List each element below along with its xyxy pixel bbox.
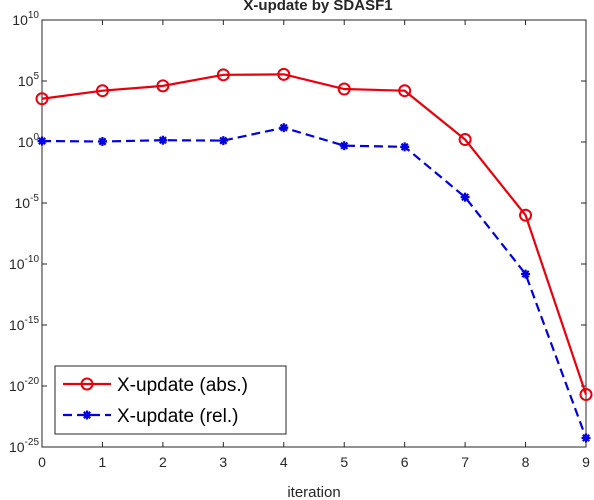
series-1-point [277,67,291,81]
x-axis-label: iteration [287,484,340,500]
x-tick-label: 2 [159,454,167,470]
series-2-point [581,433,591,443]
y-tick-label: 10-25 [9,437,39,455]
x-tick-label: 9 [582,454,590,470]
marker-stroke [219,136,228,145]
y-tick-label: 105 [18,71,40,89]
series-1-point [156,79,170,93]
marker-stroke [340,141,349,150]
series-1-point [337,82,351,96]
legend-label-1: X-update (abs.) [117,375,248,396]
series-1-point [216,68,230,82]
legend-box [54,365,287,435]
plot-axes: 0 1 2 3 4 5 6 7 8 9 10-25 10-20 10-15 10-10 10-5 100 105… [9,10,590,470]
x-tick-label: 4 [280,454,288,470]
series-1-point [35,92,49,106]
chart-title: X-update by SDASF1 [243,0,392,14]
x-tick-label: 8 [522,454,530,470]
marker-stroke [38,137,46,145]
series-1-point [458,133,472,147]
series-2-point [37,136,47,146]
marker-stroke [400,142,409,151]
marker-stroke [83,411,91,419]
marker-stroke [521,270,530,279]
series-1-point [519,208,533,222]
series-line-1 [41,73,588,395]
y-tick-label: 1010 [12,10,39,28]
x-tick-label: 1 [99,454,107,470]
series-2-point [400,142,410,152]
series-line-2 [41,126,588,439]
series-2-point [97,136,107,146]
series-2-point [279,123,289,133]
x-tick-label: 6 [401,454,409,470]
series-2-point [339,141,349,151]
marker-stroke [582,434,590,442]
y-tick-label: 10-20 [9,376,39,394]
marker-stroke [158,136,167,145]
marker-stroke [279,123,288,132]
x-tick-label: 3 [219,454,227,470]
series-2-point [460,192,470,202]
series-1-point [398,84,412,98]
legend-marker-2 [82,410,92,420]
legend-marker-1 [80,377,94,391]
x-tick-label: 0 [38,454,46,470]
series-1-point [95,84,109,98]
marker-stroke [461,193,470,202]
legend-label-2: X-update (rel.) [117,406,238,427]
series-2-point [158,135,168,145]
series-2-point [218,136,228,146]
y-tick-label: 10-15 [9,315,39,333]
series-2-point [521,269,531,279]
y-tick-label: 10-10 [9,254,39,272]
x-tick-label: 5 [340,454,348,470]
y-tick-label: 10-5 [15,193,40,211]
plot-series [35,67,593,443]
y-tick-label: 100 [18,132,40,150]
x-tick-label: 7 [461,454,469,470]
legend: X-update (abs.) X-update (rel.) [54,365,287,435]
plot-frame [41,19,587,448]
series-1-point [579,388,593,402]
marker-stroke [98,137,107,146]
